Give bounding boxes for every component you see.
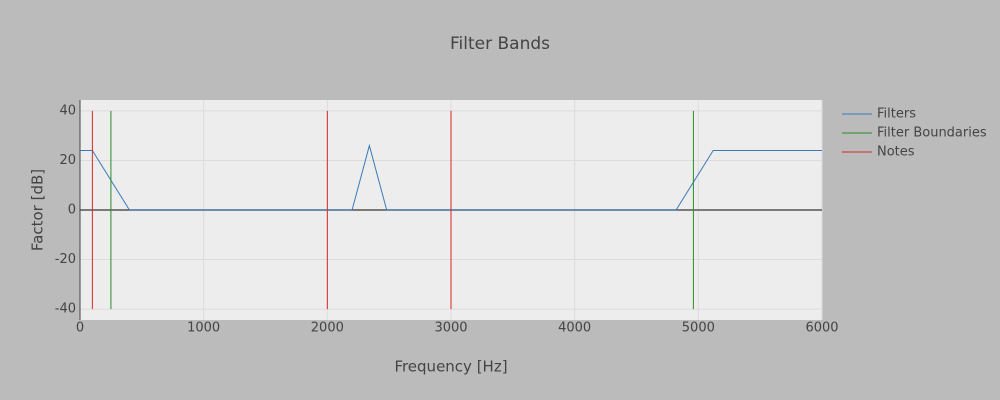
y-tick-label: -40 <box>55 302 76 317</box>
x-tick-label: 3000 <box>434 321 467 336</box>
y-tick-label: 20 <box>59 153 76 168</box>
x-tick-label: 0 <box>76 321 84 336</box>
series-line <box>110 110 694 310</box>
x-tick-label: 2000 <box>311 321 344 336</box>
lines <box>80 110 822 310</box>
series-line <box>80 143 822 211</box>
y-axis-title: Factor [dB] <box>29 169 47 251</box>
y-tick-label: -20 <box>55 252 76 267</box>
x-tick-label: 1000 <box>187 321 220 336</box>
legend-label: Filters <box>877 107 916 122</box>
x-tick-label: 4000 <box>558 321 591 336</box>
y-tick-label: 0 <box>68 203 76 218</box>
chart-title: Filter Bands <box>450 34 550 54</box>
series-line <box>91 110 452 310</box>
legend: Filters Filter Boundaries Notes <box>842 107 987 160</box>
legend-label: Notes <box>877 145 915 160</box>
legend-label: Filter Boundaries <box>877 126 987 141</box>
x-tick-label: 5000 <box>682 321 715 336</box>
x-axis-title: Frequency [Hz] <box>394 358 507 376</box>
x-tick-label: 6000 <box>805 321 838 336</box>
y-tick-label: 40 <box>59 103 76 118</box>
